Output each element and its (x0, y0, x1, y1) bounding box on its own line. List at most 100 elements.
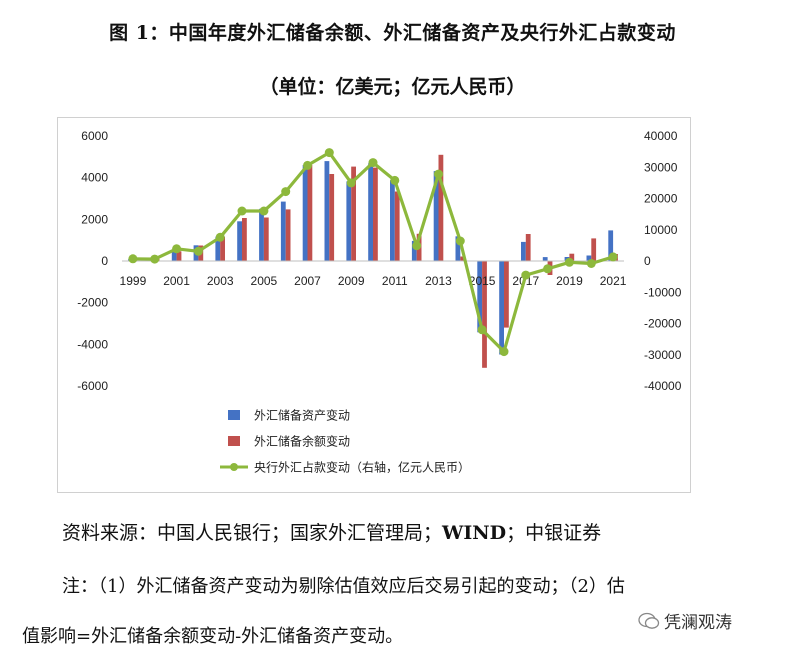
balance-change-bar (438, 154, 444, 261)
balance-change-bar (263, 217, 269, 261)
note-line-1: 注：（1）外汇储备资产变动为剔除估值效应后交易引起的变动；（2）估 (62, 576, 625, 597)
asset-change-bar (542, 257, 548, 261)
balance-change-bar (242, 218, 247, 261)
asset-change-bar (259, 208, 264, 261)
x-tick-label: 2001 (163, 274, 190, 288)
y2-tick-label: 20000 (644, 192, 678, 206)
fx-purchase-point (128, 254, 138, 264)
balance-change-bar (460, 256, 466, 261)
fx-purchase-point (434, 169, 443, 179)
note-line-2: 值影响=外汇储备余额变动-外汇储备资产变动。 (22, 626, 404, 647)
y-tick-label: -2000 (77, 296, 108, 310)
legend-bar-swatch (228, 410, 240, 420)
fx-purchase-point (608, 252, 618, 262)
fx-purchase-point (412, 241, 422, 251)
asset-change-bar (171, 251, 177, 261)
y-tick-label: 6000 (81, 129, 108, 143)
y2-tick-label: 0 (644, 254, 651, 268)
y-tick-label: -4000 (77, 337, 108, 351)
y2-tick-label: 40000 (644, 129, 678, 143)
x-tick-label: 2013 (425, 274, 452, 288)
fx-purchase-point (172, 244, 182, 254)
source-suffix: ；中银证券 (506, 522, 602, 544)
asset-change-bar (368, 163, 373, 261)
fx-purchase-point (215, 232, 225, 242)
asset-change-bar (280, 201, 286, 261)
fx-purchase-point (324, 148, 334, 158)
chart-frame: 6000 4000 2000 0 -2000 -4000 -6000 40000 30000 20… (57, 117, 691, 493)
fx-purchase-point (193, 246, 203, 256)
balance-change-bar (504, 261, 509, 328)
balance-change-bar (569, 253, 575, 261)
source-wind: WIND (442, 522, 507, 544)
asset-change-bar (215, 236, 221, 261)
asset-change-bar (477, 261, 483, 333)
asset-change-bar (237, 221, 242, 261)
x-tick-label: 1999 (120, 274, 147, 288)
fx-purchase-point (499, 347, 509, 357)
fx-purchase-point (237, 206, 247, 216)
balance-change-bar (351, 166, 356, 261)
y2-tick-label: -30000 (644, 348, 682, 362)
y-tick-label: -6000 (77, 379, 108, 393)
x-tick-label: 2007 (294, 274, 321, 288)
y-tick-label: 2000 (81, 212, 108, 226)
fx-purchase-point (586, 259, 596, 268)
asset-change-bar (302, 165, 308, 261)
asset-change-bar (411, 240, 417, 261)
x-tick-label: 2015 (469, 274, 496, 288)
balance-change-bar (373, 167, 378, 261)
legend-label: 央行外汇占款变动（右轴，亿元人民币） (254, 460, 470, 475)
chart-subtitle: （单位：亿美元；亿元人民币） (259, 76, 526, 98)
y2-tick-label: -20000 (644, 317, 682, 331)
wechat-icon (638, 612, 660, 629)
balance-change-bar (482, 261, 487, 368)
fx-purchase-point (346, 178, 356, 188)
fx-purchase-point (455, 236, 465, 246)
asset-change-bar (324, 161, 330, 261)
x-tick-label: 2019 (556, 274, 583, 288)
asset-change-bar (390, 180, 395, 261)
legend-bar-swatch (228, 436, 240, 446)
fx-purchase-point (303, 160, 312, 170)
asset-change-bar (499, 261, 504, 355)
fx-purchase-point (368, 158, 378, 168)
chart-svg: 6000400020000-2000-4000-6000400003000020… (77, 129, 682, 475)
legend-line-marker (230, 463, 238, 471)
x-tick-label: 2005 (251, 274, 278, 288)
balance-change-bar (285, 209, 291, 261)
asset-change-bar (521, 241, 526, 261)
y2-tick-label: 10000 (644, 223, 678, 237)
source-prefix: 资料来源：中国人民银行；国家外汇管理局； (62, 522, 443, 544)
asset-change-bar (346, 181, 352, 261)
balance-change-bar (329, 174, 335, 261)
asset-change-bar (433, 171, 439, 261)
chart-title: 图 1：中国年度外汇储备余额、外汇储备资产及央行外汇占款变动 (109, 22, 676, 44)
balance-change-bar (307, 164, 313, 261)
balance-change-bar (525, 234, 531, 261)
legend-label: 外汇储备资产变动 (254, 408, 350, 423)
balance-change-bar (220, 236, 225, 261)
fx-purchase-point (521, 270, 531, 280)
watermark-text: 凭澜观涛 (664, 613, 732, 633)
fx-purchase-point (259, 206, 269, 216)
watermark: 凭澜观涛 (638, 608, 732, 633)
y-tick-label: 0 (101, 254, 108, 268)
balance-change-bar (176, 251, 182, 261)
y2-tick-label: 30000 (644, 160, 678, 174)
fx-purchase-point (477, 325, 487, 335)
fx-purchase-point (543, 264, 553, 274)
source-note: 资料来源：中国人民银行；国家外汇管理局；WIND；中银证券 (62, 518, 601, 545)
x-tick-label: 2011 (382, 274, 408, 288)
balance-change-bar (394, 191, 400, 261)
x-tick-label: 2017 (512, 274, 539, 288)
balance-change-bar (591, 238, 597, 261)
fx-purchase-point (564, 257, 574, 267)
y2-tick-label: -10000 (644, 285, 682, 299)
x-tick-label: 2021 (600, 274, 627, 288)
fx-purchase-point (281, 187, 291, 197)
x-tick-label: 2003 (207, 274, 234, 288)
asset-change-bar (455, 236, 461, 262)
y-tick-label: 4000 (81, 171, 108, 185)
fx-purchase-point (150, 254, 160, 264)
